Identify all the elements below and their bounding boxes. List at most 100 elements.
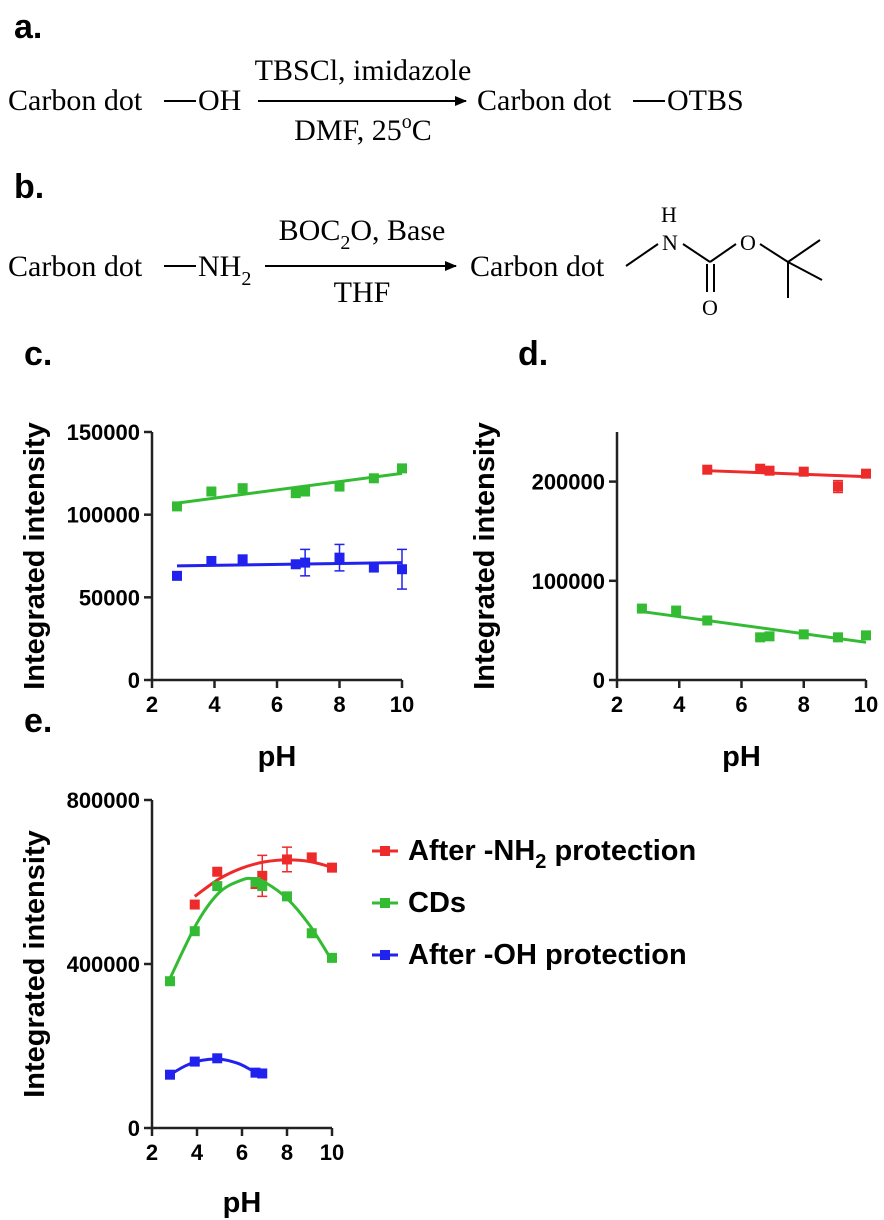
y-tick-label: 50000 [79,585,140,610]
chart-d: d. 0 100000 200000 2 4 6 8 10 Integrated intensit… [469,335,878,773]
legend-label-main: After -OH protection [408,939,687,971]
data-point [290,559,301,570]
legend-label: CDs [408,887,466,919]
atom-o-carbonyl: O [702,295,718,320]
data-point [300,486,311,497]
data-point [764,465,775,476]
y-tick-label: 100000 [532,569,605,594]
y-tick-label: 200000 [532,470,605,495]
panel-label: c. [24,335,52,373]
data-point [702,615,713,626]
legend-label-main: CDs [408,887,466,919]
x-tick-label: 6 [271,692,283,717]
chart-e: e. 0 400000 800000 2 4 6 8 10 Integrated intensit… [19,702,696,1219]
scheme-a-reactant: Carbon dot [8,84,143,117]
data-point [206,486,217,497]
panel-label: e. [24,702,52,740]
data-point [368,473,379,484]
data-point [397,463,407,474]
legend-swatch-marker [380,846,390,856]
data-point [306,852,317,863]
x-tick-label: 6 [735,692,747,717]
data-point [755,463,766,474]
data-point [368,562,379,573]
scheme-b-reagent-bottom: THF [334,276,391,309]
scheme-a-product: Carbon dot [477,84,612,117]
scheme-b-reagent-top: BOC2O, Base [279,214,446,254]
y-tick-label: 0 [128,668,140,693]
data-point [306,928,317,939]
x-tick-label: 10 [390,692,414,717]
panel-label: d. [518,335,548,373]
data-point [832,632,843,643]
x-tick-label: 10 [854,692,878,717]
y-axis-label: Integrated intensity [19,830,51,1098]
data-point [636,603,647,614]
x-axis-label: pH [722,741,761,773]
atom-n: N [662,230,678,255]
data-point [861,630,871,641]
series-0-fit-line [707,469,867,479]
panel-label-a: a. [14,8,42,46]
scheme-b-reactant-group: NH2 [198,250,251,290]
data-point [257,870,268,881]
y-tick-label: 100000 [67,503,140,528]
data-point [212,1053,223,1064]
data-point [250,1067,261,1078]
scheme-a-product-group: OTBS [667,84,744,117]
scheme-a: a. Carbon dot OH TBSCl, imidazole DMF, 2… [8,8,744,147]
bond-methyl-1 [787,239,821,263]
data-point [702,464,713,475]
data-point [798,629,809,640]
chart-c: c. 0 50000 100000 150000 2 4 6 8 10 Integrated int… [19,335,414,773]
data-point [206,555,217,566]
scheme-a-reactant-group: OH [198,84,241,117]
bond-methyl-2 [787,261,823,281]
data-point [290,488,301,499]
legend-label-sub: 2 [535,851,546,873]
data-point [189,899,200,910]
bond-o-cq [759,243,789,263]
data-point [257,1068,268,1079]
panel-label-b: b. [14,168,44,206]
data-point [172,570,182,581]
x-tick-label: 6 [236,1140,248,1165]
data-point [798,466,809,477]
data-point [671,605,682,616]
data-point [257,881,268,892]
data-point [397,564,407,575]
y-tick-label: 0 [593,668,605,693]
series-1-fit-line [641,610,867,644]
bond-n-c [682,243,711,263]
x-tick-label: 8 [281,1140,293,1165]
data-point [282,891,292,902]
data-point [237,554,248,565]
data-point [832,481,843,492]
data-point [165,1069,175,1080]
scheme-a-reagent-top: TBSCl, imidazole [255,54,472,87]
scheme-b-reactant: Carbon dot [8,250,143,283]
legend-swatch-marker [380,898,390,908]
x-tick-label: 2 [146,692,158,717]
y-tick-label: 0 [128,1116,140,1141]
boc-carbamate-structure [625,239,823,298]
x-tick-label: 10 [320,1140,344,1165]
scheme-b: b. Carbon dot NH2 BOC2O, Base THF Carbon… [8,168,823,320]
data-point [755,632,766,643]
data-point [165,976,175,987]
legend-swatch-marker [380,950,390,960]
data-point [327,952,337,963]
scheme-a-reagent-bottom: DMF, 25oC [294,111,432,147]
legend-label-suffix: protection [546,835,696,867]
atom-o-ether: O [740,230,756,255]
data-point [212,866,223,877]
data-point [189,926,200,937]
y-tick-label: 800000 [67,788,140,813]
data-point [237,483,248,494]
scheme-b-product: Carbon dot [470,250,605,283]
y-tick-label: 400000 [67,952,140,977]
series-0-fit-line [176,471,403,505]
y-axis-label: Integrated intensity [469,422,501,690]
x-axis-label: pH [223,1187,262,1219]
bond-cd-n [625,243,659,267]
